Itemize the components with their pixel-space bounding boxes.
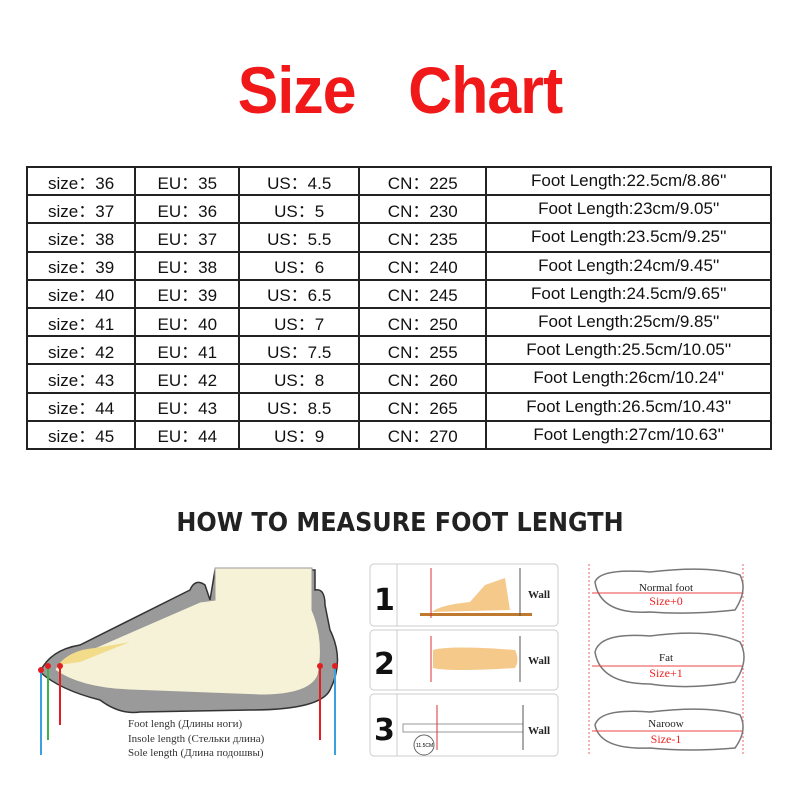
insole-shape xyxy=(58,642,130,665)
measuring-steps: 1 Wall 2 Wall 3 11.5CM Wall xyxy=(369,563,559,757)
foot-fat: Fat Size+1 xyxy=(592,632,745,688)
step-2: 2 Wall xyxy=(369,629,559,691)
table-row: size：40 EU：39 US：6.5 CN：245 Foot Length:24.5… xyxy=(25,278,772,309)
foot-length-cell: Foot Length:26cm/10.24'' xyxy=(485,363,772,394)
table-row: size：41 EU：40 US：7 CN：250 Foot Length:25cm/9… xyxy=(25,306,772,338)
cn-cell: CN：240 xyxy=(358,250,488,281)
svg-text:2: 2 xyxy=(374,647,395,682)
table-row: size：42 EU：41 US：7.5 CN：255 Foot Length:25.5… xyxy=(25,335,772,366)
cn-cell: CN：235 xyxy=(358,222,488,253)
svg-text:Wall: Wall xyxy=(528,725,550,737)
table-row: size：39 EU：38 US：6 CN：240 Foot Length:24cm/9… xyxy=(25,250,772,281)
eu-cell: EU：35 xyxy=(134,165,241,197)
foot-length-cell: Foot Length:24.5cm/9.65'' xyxy=(485,278,772,309)
svg-text:Fat: Fat xyxy=(659,652,673,664)
svg-text:Size+1: Size+1 xyxy=(649,666,682,680)
eu-cell: EU：36 xyxy=(134,194,241,225)
us-cell: US：8 xyxy=(238,363,361,394)
svg-text:Size-1: Size-1 xyxy=(651,732,682,746)
foot-normal: Normal foot Size+0 xyxy=(592,568,744,614)
svg-text:Naroow: Naroow xyxy=(648,718,683,730)
foot-length-cell: Foot Length:25cm/9.85'' xyxy=(485,306,772,338)
step-1: 1 Wall xyxy=(369,563,559,627)
us-cell: US：7 xyxy=(238,306,361,338)
svg-text:3: 3 xyxy=(374,713,395,748)
us-cell: US：5 xyxy=(238,194,361,225)
foot-length-cell: Foot Length:23cm/9.05'' xyxy=(485,194,772,225)
size-cell: size：36 xyxy=(25,165,137,197)
size-cell: size：37 xyxy=(25,194,137,225)
svg-text:Normal foot: Normal foot xyxy=(639,582,693,594)
cn-cell: CN：265 xyxy=(358,391,488,422)
cn-cell: CN：255 xyxy=(358,335,488,366)
size-cell: size：42 xyxy=(25,335,137,366)
shoe-measurement-diagram: Foot lengh (Длины ноги) Insole length (С… xyxy=(38,567,339,759)
eu-cell: EU：43 xyxy=(134,391,241,422)
us-cell: US：4.5 xyxy=(238,165,361,197)
foot-length-cell: Foot Length:22.5cm/8.86'' xyxy=(485,165,772,197)
foot-length-label: Foot lengh (Длины ноги) xyxy=(128,718,242,730)
svg-text:Wall: Wall xyxy=(528,589,550,601)
size-table: size：36 EU：35 US：4.5 CN：225 Foot Length:22.5… xyxy=(25,165,772,450)
eu-cell: EU：44 xyxy=(134,419,241,450)
page-title: Size Chart xyxy=(237,53,563,127)
eu-cell: EU：39 xyxy=(134,278,241,309)
step-3: 3 11.5CM Wall xyxy=(369,693,559,757)
table-row: size：45 EU：44 US：9 CN：270 Foot Length:27cm/1… xyxy=(25,419,772,450)
us-cell: US：9 xyxy=(238,419,361,450)
cn-cell: CN：225 xyxy=(358,165,488,197)
foot-type-comparison: Normal foot Size+0 Fat Size+1 Naroow Siz… xyxy=(588,564,745,755)
svg-text:11.5CM: 11.5CM xyxy=(416,743,433,749)
eu-cell: EU：41 xyxy=(134,335,241,366)
foot-length-cell: Foot Length:27cm/10.63'' xyxy=(485,419,772,450)
eu-cell: EU：37 xyxy=(134,222,241,253)
size-cell: size：44 xyxy=(25,391,137,422)
us-cell: US：5.5 xyxy=(238,222,361,253)
foot-length-cell: Foot Length:23.5cm/9.25'' xyxy=(485,222,772,253)
eu-cell: EU：42 xyxy=(134,363,241,394)
foot-length-cell: Foot Length:25.5cm/10.05'' xyxy=(485,335,772,366)
eu-cell: EU：38 xyxy=(134,250,241,281)
foot-length-cell: Foot Length:26.5cm/10.43'' xyxy=(485,391,772,422)
size-cell: size：43 xyxy=(25,363,137,394)
cn-cell: CN：260 xyxy=(358,363,488,394)
us-cell: US：7.5 xyxy=(238,335,361,366)
table-row: size：43 EU：42 US：8 CN：260 Foot Length:26cm/1… xyxy=(25,363,772,394)
size-cell: size：40 xyxy=(25,278,137,309)
eu-cell: EU：40 xyxy=(134,306,241,338)
size-cell: size：38 xyxy=(25,222,137,253)
table-row: size：38 EU：37 US：5.5 CN：235 Foot Length:23.5… xyxy=(25,222,772,253)
svg-text:1: 1 xyxy=(374,583,395,618)
us-cell: US：8.5 xyxy=(238,391,361,422)
size-cell: size：41 xyxy=(25,306,137,338)
cn-cell: CN：230 xyxy=(358,194,488,225)
table-row: size：36 EU：35 US：4.5 CN：225 Foot Length:22.5… xyxy=(25,165,772,197)
table-row: size：44 EU：43 US：8.5 CN：265 Foot Length:26.5… xyxy=(25,391,772,422)
svg-text:Size+0: Size+0 xyxy=(649,594,682,608)
table-row: size：37 EU：36 US：5 CN：230 Foot Length:23cm/9… xyxy=(25,194,772,225)
insole-length-label: Insole length (Стельки длина) xyxy=(128,733,265,745)
svg-text:Wall: Wall xyxy=(528,655,550,667)
foot-length-cell: Foot Length:24cm/9.45'' xyxy=(485,250,772,281)
us-cell: US：6.5 xyxy=(238,278,361,309)
howto-title: HOW TO MEASURE FOOT LENGTH xyxy=(176,508,624,538)
size-cell: size：39 xyxy=(25,250,137,281)
us-cell: US：6 xyxy=(238,250,361,281)
cn-cell: CN：245 xyxy=(358,278,488,309)
cn-cell: CN：270 xyxy=(358,419,488,450)
foot-narrow: Naroow Size-1 xyxy=(592,708,744,751)
foot-shape xyxy=(54,567,321,696)
cn-cell: CN：250 xyxy=(358,306,488,338)
sole-length-label: Sole length (Длина подошвы) xyxy=(128,747,264,759)
size-cell: size：45 xyxy=(25,419,137,450)
